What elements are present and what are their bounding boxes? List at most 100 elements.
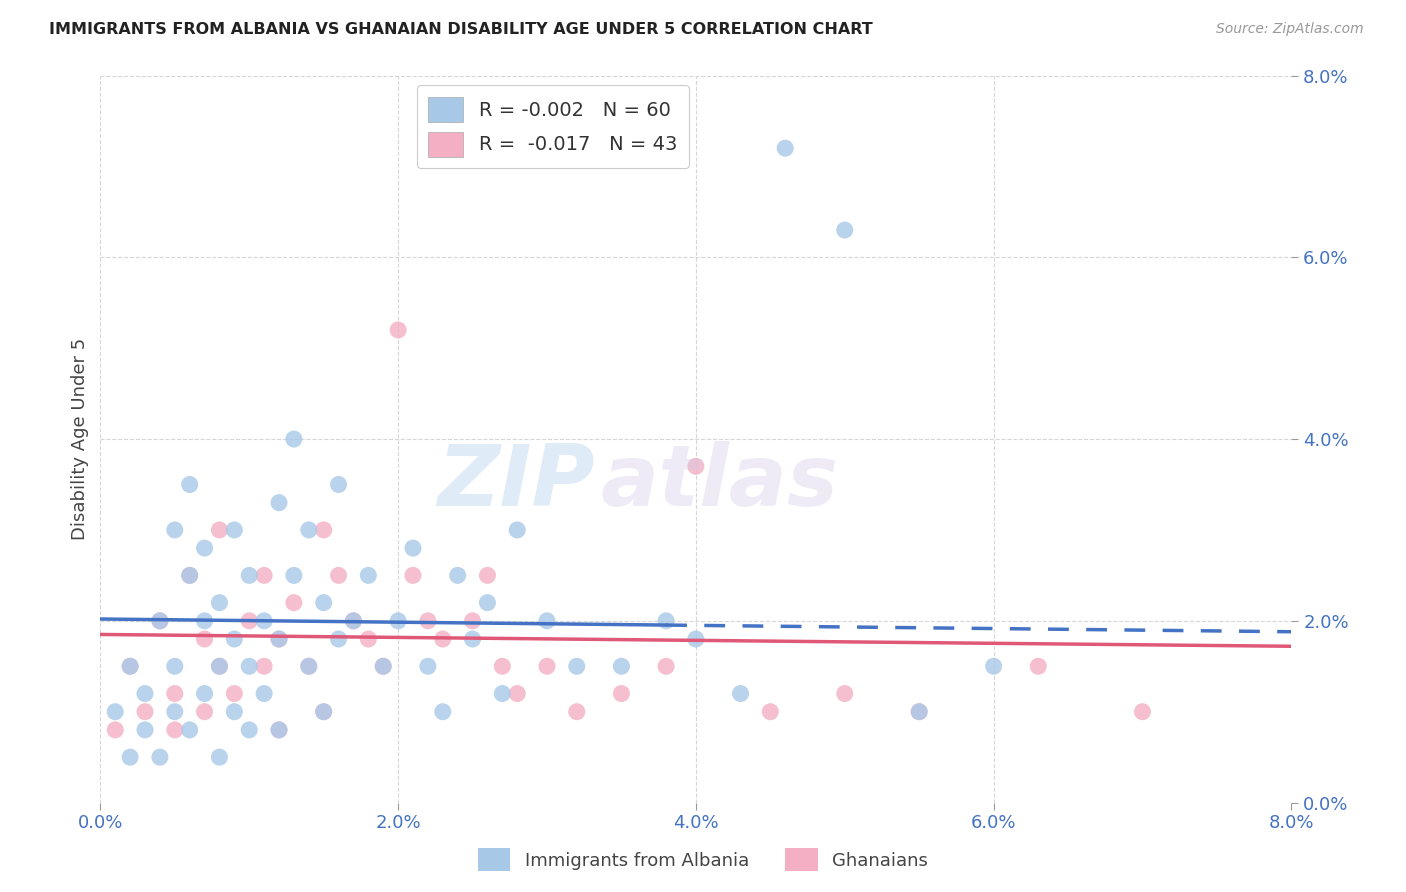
Point <box>163 523 186 537</box>
Point <box>402 568 425 582</box>
Point <box>267 632 290 646</box>
Point <box>208 523 231 537</box>
Point <box>149 750 172 764</box>
Point <box>908 705 931 719</box>
Point <box>238 568 260 582</box>
Point <box>253 568 276 582</box>
Point <box>387 323 409 337</box>
Point <box>208 659 231 673</box>
Point <box>179 477 201 491</box>
Point <box>373 659 395 673</box>
Point <box>163 687 186 701</box>
Point <box>238 659 260 673</box>
Point <box>149 614 172 628</box>
Point <box>312 596 335 610</box>
Point <box>565 659 588 673</box>
Point <box>224 687 246 701</box>
Point <box>312 523 335 537</box>
Point <box>342 614 364 628</box>
Point <box>120 659 142 673</box>
Point <box>759 705 782 719</box>
Point <box>238 723 260 737</box>
Point <box>416 659 439 673</box>
Text: atlas: atlas <box>600 442 839 524</box>
Point <box>447 568 470 582</box>
Point <box>402 541 425 555</box>
Point <box>536 614 558 628</box>
Point <box>283 596 305 610</box>
Point <box>506 523 529 537</box>
Text: IMMIGRANTS FROM ALBANIA VS GHANAIAN DISABILITY AGE UNDER 5 CORRELATION CHART: IMMIGRANTS FROM ALBANIA VS GHANAIAN DISA… <box>49 22 873 37</box>
Point <box>1026 659 1049 673</box>
Point <box>134 687 156 701</box>
Text: ZIP: ZIP <box>437 442 595 524</box>
Point <box>342 614 364 628</box>
Point <box>208 750 231 764</box>
Point <box>565 705 588 719</box>
Point <box>208 659 231 673</box>
Point <box>328 632 350 646</box>
Point <box>461 614 484 628</box>
Point <box>610 687 633 701</box>
Point <box>491 687 513 701</box>
Point <box>193 632 215 646</box>
Y-axis label: Disability Age Under 5: Disability Age Under 5 <box>72 338 89 541</box>
Point <box>387 614 409 628</box>
Point <box>208 596 231 610</box>
Point <box>238 614 260 628</box>
Legend: Immigrants from Albania, Ghanaians: Immigrants from Albania, Ghanaians <box>471 841 935 879</box>
Point <box>834 223 856 237</box>
Point <box>253 659 276 673</box>
Point <box>193 541 215 555</box>
Point <box>193 705 215 719</box>
Point <box>610 659 633 673</box>
Point <box>416 614 439 628</box>
Point <box>312 705 335 719</box>
Point <box>655 614 678 628</box>
Point <box>267 723 290 737</box>
Point <box>432 632 454 646</box>
Text: Source: ZipAtlas.com: Source: ZipAtlas.com <box>1216 22 1364 37</box>
Point <box>312 705 335 719</box>
Point <box>267 723 290 737</box>
Point <box>1132 705 1154 719</box>
Point <box>179 723 201 737</box>
Point <box>432 705 454 719</box>
Point <box>357 568 380 582</box>
Point <box>163 659 186 673</box>
Point <box>283 432 305 446</box>
Point <box>461 632 484 646</box>
Point <box>908 705 931 719</box>
Point <box>179 568 201 582</box>
Point <box>224 523 246 537</box>
Point <box>224 705 246 719</box>
Point <box>224 632 246 646</box>
Point <box>298 659 321 673</box>
Legend: R = -0.002   N = 60, R =  -0.017   N = 43: R = -0.002 N = 60, R = -0.017 N = 43 <box>416 86 689 169</box>
Point <box>120 750 142 764</box>
Point <box>253 614 276 628</box>
Point <box>134 705 156 719</box>
Point <box>163 705 186 719</box>
Point <box>477 568 499 582</box>
Point <box>328 477 350 491</box>
Point <box>491 659 513 673</box>
Point <box>267 496 290 510</box>
Point <box>104 723 127 737</box>
Point <box>685 459 707 474</box>
Point <box>685 632 707 646</box>
Point <box>506 687 529 701</box>
Point <box>193 614 215 628</box>
Point <box>983 659 1005 673</box>
Point <box>120 659 142 673</box>
Point <box>730 687 752 701</box>
Point <box>536 659 558 673</box>
Point <box>477 596 499 610</box>
Point <box>834 687 856 701</box>
Point <box>298 659 321 673</box>
Point <box>283 568 305 582</box>
Point <box>193 687 215 701</box>
Point <box>149 614 172 628</box>
Point <box>179 568 201 582</box>
Point <box>163 723 186 737</box>
